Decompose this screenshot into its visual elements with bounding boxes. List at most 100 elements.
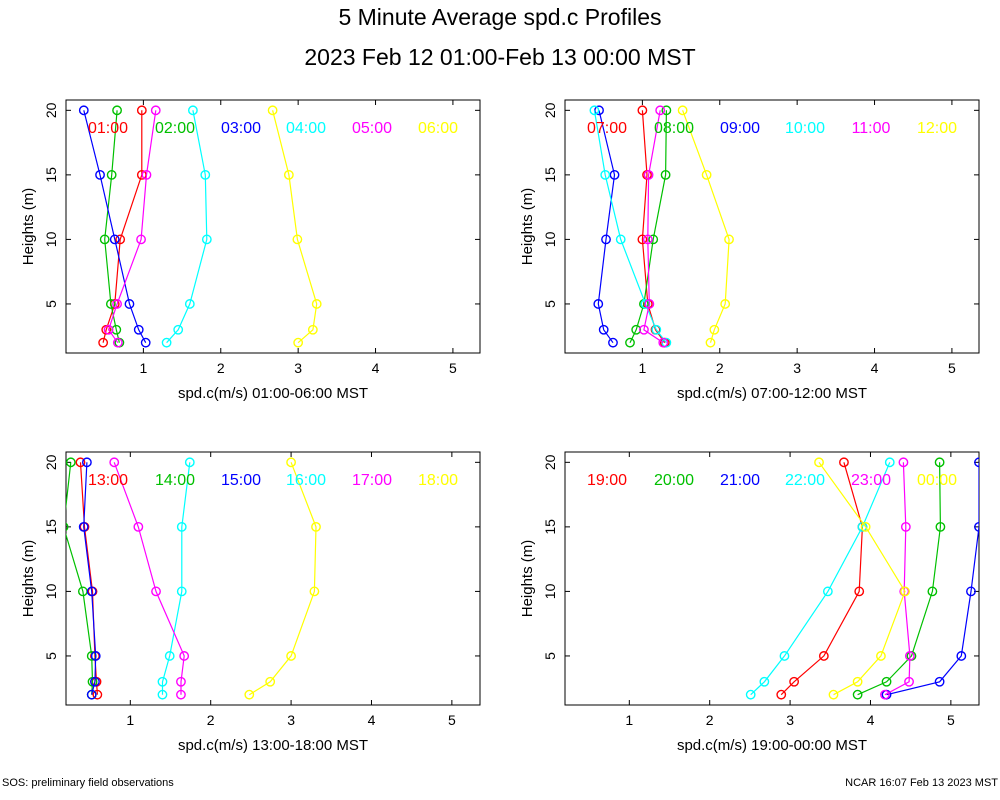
data-point: [184, 299, 195, 309]
data-point: [900, 521, 911, 532]
x-tick-label: 1: [126, 712, 134, 728]
data-point: [898, 457, 909, 468]
data-point: [593, 299, 604, 309]
series-line-16:00: [161, 462, 191, 695]
plot-frame: [564, 99, 980, 354]
data-point: [661, 337, 672, 348]
data-point: [625, 337, 635, 348]
data-point: [82, 457, 92, 468]
legend-entry: 07:00: [587, 120, 627, 137]
data-point: [601, 234, 611, 245]
x-axis-label: spd.c(m/s) 13:00-18:00 MST: [178, 737, 368, 754]
data-point: [66, 457, 76, 468]
data-point: [701, 169, 712, 180]
data-point: [828, 689, 839, 700]
legend-entry: 11:00: [852, 120, 891, 137]
data-point: [112, 337, 123, 348]
legend-entry: 00:00: [917, 472, 957, 489]
data-point: [852, 689, 863, 700]
series-line-03:00: [83, 110, 147, 343]
data-point: [956, 651, 967, 661]
data-point: [157, 689, 168, 700]
data-point: [292, 234, 303, 245]
legend-entry: 23:00: [851, 472, 891, 489]
x-tick-label: 3: [294, 360, 302, 376]
y-tick-label: 5: [43, 300, 59, 308]
data-point: [98, 337, 109, 348]
data-point: [176, 586, 187, 597]
chart-panel-4: 1 2 3 4 5 5 10 15 20 spd.c(m/s) 19:00-00:00 MST He…: [519, 451, 980, 754]
y-axis-label: Heights (m): [20, 540, 37, 618]
y-axis-label: Heights (m): [20, 188, 37, 266]
data-point: [934, 457, 945, 468]
data-point: [705, 337, 716, 348]
series-line-06:00: [272, 110, 318, 344]
legend-entry: 22:00: [785, 472, 825, 489]
data-point: [293, 337, 304, 348]
data-point: [642, 234, 653, 245]
legend-entry: 21:00: [720, 472, 760, 489]
data-point: [974, 457, 979, 468]
data-point: [779, 651, 790, 661]
legend-entry: 16:00: [286, 472, 326, 489]
x-tick-label: 4: [372, 360, 380, 376]
legend-entry: 13:00: [88, 472, 128, 489]
x-tick-label: 3: [287, 712, 295, 728]
data-point: [164, 651, 175, 661]
data-point: [109, 234, 120, 245]
legend-entry: 02:00: [155, 120, 195, 137]
y-tick-label: 20: [43, 102, 59, 118]
data-point: [839, 457, 849, 468]
legend-entry: 18:00: [418, 472, 458, 489]
data-point: [789, 676, 800, 687]
x-tick-label: 2: [207, 712, 215, 728]
data-point: [86, 586, 97, 597]
data-point: [720, 299, 731, 309]
y-tick-label: 20: [542, 102, 558, 118]
data-point: [112, 105, 122, 116]
data-point: [660, 169, 671, 180]
data-point: [658, 337, 669, 348]
legend-entry: 05:00: [352, 120, 392, 137]
series-line-22:00: [750, 462, 891, 696]
data-point: [103, 324, 114, 335]
series-line-19:00: [780, 462, 864, 696]
data-point: [309, 586, 320, 597]
data-point: [776, 689, 787, 700]
data-point: [109, 457, 120, 468]
series-line-07:00: [641, 110, 666, 344]
x-tick-label: 1: [638, 360, 646, 376]
series-line-02:00: [104, 110, 120, 343]
legend-entry: 15:00: [221, 472, 261, 489]
data-point: [176, 676, 186, 687]
data-point: [286, 457, 296, 468]
data-point: [99, 234, 110, 245]
plot-frame: [65, 99, 481, 354]
data-point: [78, 105, 89, 116]
data-point: [75, 457, 86, 468]
chart-panel-2: 1 2 3 4 5 5 10 15 20 spd.c(m/s) 07:00-12:00 MST He…: [519, 99, 980, 402]
y-tick-label: 10: [43, 583, 59, 599]
data-point: [818, 651, 829, 661]
data-point: [151, 586, 161, 597]
series-line-18:00: [248, 462, 317, 696]
y-axis-label: Heights (m): [519, 540, 536, 618]
data-point: [724, 234, 734, 245]
x-tick-label: 5: [449, 360, 457, 376]
y-tick-label: 20: [542, 454, 558, 470]
legend-entry: 12:00: [917, 120, 957, 137]
data-point: [90, 651, 101, 661]
data-point: [745, 689, 756, 700]
data-point: [136, 234, 146, 245]
data-point: [95, 169, 105, 180]
plot-frame: [65, 451, 481, 706]
x-axis-label: spd.c(m/s) 19:00-00:00 MST: [677, 737, 867, 754]
data-point: [880, 689, 890, 700]
data-point: [124, 299, 135, 309]
legend-entry: 17:00: [352, 472, 392, 489]
data-point: [644, 299, 655, 309]
data-point: [112, 299, 122, 309]
data-point: [934, 676, 945, 687]
data-point: [677, 105, 688, 116]
